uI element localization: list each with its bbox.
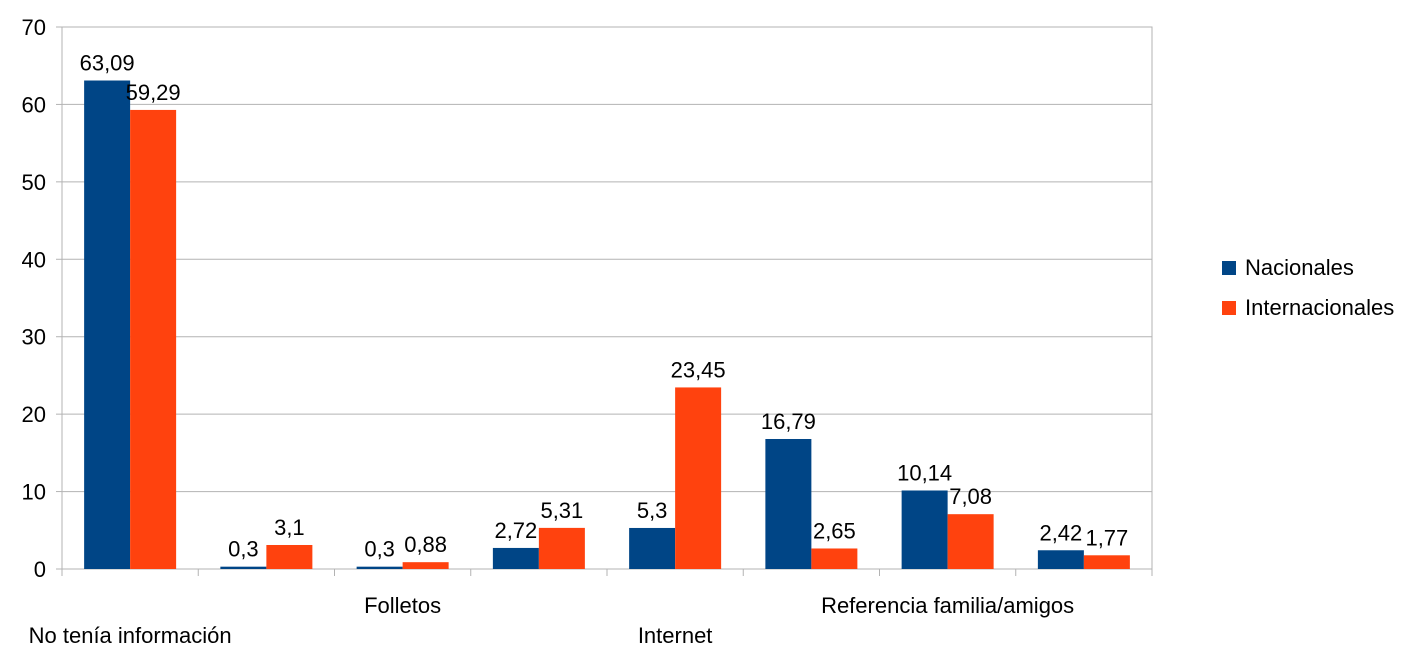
y-tick-label: 40	[22, 247, 46, 272]
bar-internacionales	[130, 109, 177, 570]
legend-label: Internacionales	[1245, 295, 1394, 320]
data-label: 2,42	[1039, 520, 1082, 545]
y-tick-label: 70	[22, 15, 46, 40]
data-label: 5,3	[637, 498, 668, 523]
data-label: 59,29	[126, 80, 181, 105]
bar-nacionales	[356, 566, 403, 569]
data-label: 2,65	[813, 518, 856, 543]
bar-nacionales	[84, 80, 131, 569]
data-label: 23,45	[671, 357, 726, 382]
y-axis: 0 10 20 30 40 50 60 70	[22, 15, 62, 582]
bar-internacionales	[266, 544, 313, 569]
bar-nacionales	[629, 527, 676, 569]
data-label: 3,1	[274, 515, 305, 540]
data-label: 0,3	[228, 537, 259, 562]
bar-internacionales	[402, 562, 449, 569]
bar-internacionales	[538, 527, 585, 569]
data-label: 7,08	[949, 484, 992, 509]
data-label: 63,09	[80, 51, 135, 76]
y-tick-label: 20	[22, 402, 46, 427]
bar-nacionales	[1037, 550, 1084, 569]
legend-swatch	[1222, 261, 1236, 275]
y-tick-label: 30	[22, 325, 46, 350]
data-label: 10,14	[897, 460, 952, 485]
bar-nacionales	[765, 438, 812, 569]
bar-internacionales	[675, 387, 722, 569]
bar-nacionales	[901, 490, 948, 569]
y-tick-label: 50	[22, 170, 46, 195]
x-axis: No tenía información Folletos Internet Refe…	[29, 569, 1153, 646]
bar-internacionales	[1083, 555, 1130, 569]
data-label: 0,3	[364, 537, 395, 562]
data-label: 2,72	[494, 518, 537, 543]
legend: Nacionales Internacionales	[1222, 255, 1394, 320]
data-label: 16,79	[761, 409, 816, 434]
x-category-label: Referencia familia/amigos	[821, 593, 1074, 618]
data-labels: 63,09 0,3 0,3 2,72 5,3 16,79 10,14 2,42 59,29 3,1…	[80, 51, 1129, 562]
legend-label: Nacionales	[1245, 255, 1354, 280]
x-category-label: Folletos	[364, 593, 441, 618]
y-tick-label: 10	[22, 480, 46, 505]
x-category-label: Internet	[638, 623, 713, 646]
y-tick-label: 60	[22, 92, 46, 117]
x-category-label: No tenía información	[29, 623, 232, 646]
bar-nacionales	[220, 566, 267, 569]
y-tick-label: 0	[34, 557, 46, 582]
bars	[84, 80, 1130, 570]
gridlines	[62, 103, 1152, 493]
legend-swatch	[1222, 301, 1236, 315]
data-label: 1,77	[1085, 525, 1128, 550]
bar-internacionales	[947, 514, 994, 569]
data-label: 0,88	[404, 532, 447, 557]
data-label: 5,31	[540, 498, 583, 523]
bar-nacionales	[492, 547, 539, 569]
plot-area	[61, 26, 1153, 570]
bar-internacionales	[811, 548, 858, 569]
